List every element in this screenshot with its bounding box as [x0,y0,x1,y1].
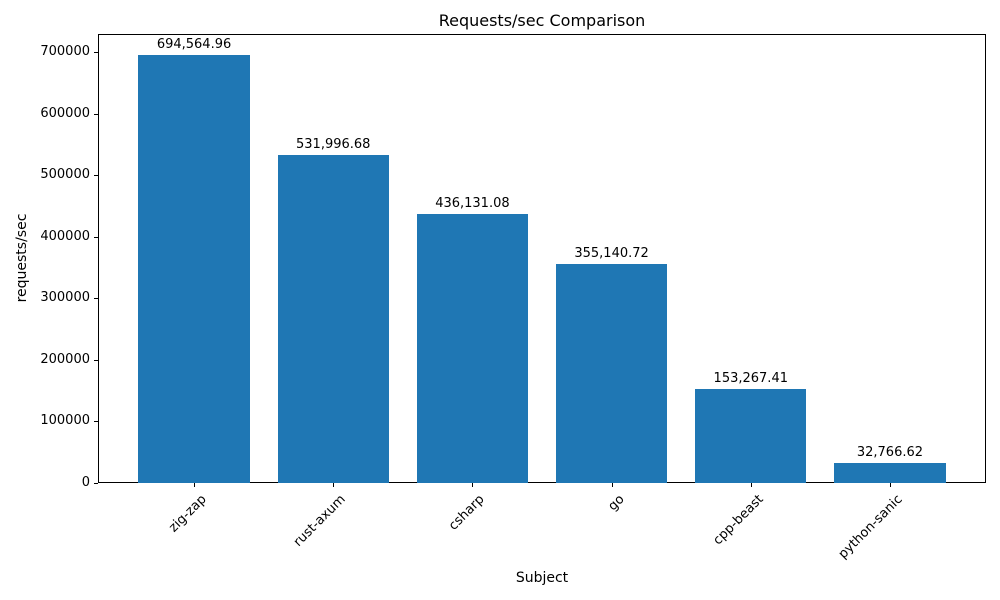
y-tick [94,236,98,238]
x-tick-label-zig-zap: zig-zap [166,492,210,536]
x-tick [750,483,752,487]
x-tick [472,483,474,487]
x-tick-label-cpp-beast: cpp-beast [710,492,767,549]
y-tick-label: 200000 [40,351,90,367]
x-tick-label-csharp: csharp [446,492,489,534]
y-tick-label: 0 [81,475,90,490]
bar-value-label: 694,564.96 [156,37,232,53]
bar-value-label: 153,267.41 [713,370,788,386]
y-tick [94,421,98,423]
x-tick-label-rust-axum: rust-axum [291,492,349,550]
x-tick [333,483,335,487]
x-tick-label-python-sanic: python-sanic [835,492,906,562]
x-tick [194,483,196,487]
bar-csharp [416,214,529,483]
y-tick [94,483,98,484]
bar-zig-zap [138,55,250,483]
y-tick [94,298,98,300]
bar-value-label: 436,131.08 [435,196,510,212]
x-tick [611,483,613,487]
y-tick [94,113,98,115]
y-tick [94,175,98,177]
y-tick [94,52,98,54]
bar-go [555,264,668,483]
x-tick-label-go: go [605,492,628,515]
bar-value-label: 32,766.62 [856,444,924,460]
y-tick [94,359,98,361]
bar-value-label: 531,996.68 [296,137,371,153]
x-axis-label: Subject [515,570,569,586]
y-tick-label: 700000 [40,44,90,60]
bar-cpp-beast [695,388,807,483]
chart-title: Requests/sec Comparison [438,11,646,30]
y-tick-label: 400000 [40,228,90,244]
bar-rust-axum [277,155,389,483]
y-tick-label: 300000 [40,290,90,306]
y-axis-label: requests/sec [14,213,30,303]
x-tick [889,483,891,487]
y-tick-label: 600000 [40,105,90,121]
bar-python-sanic [834,462,946,483]
y-tick-label: 100000 [40,413,90,429]
y-tick-label: 500000 [40,167,90,183]
bar-value-label: 355,140.72 [574,246,649,262]
